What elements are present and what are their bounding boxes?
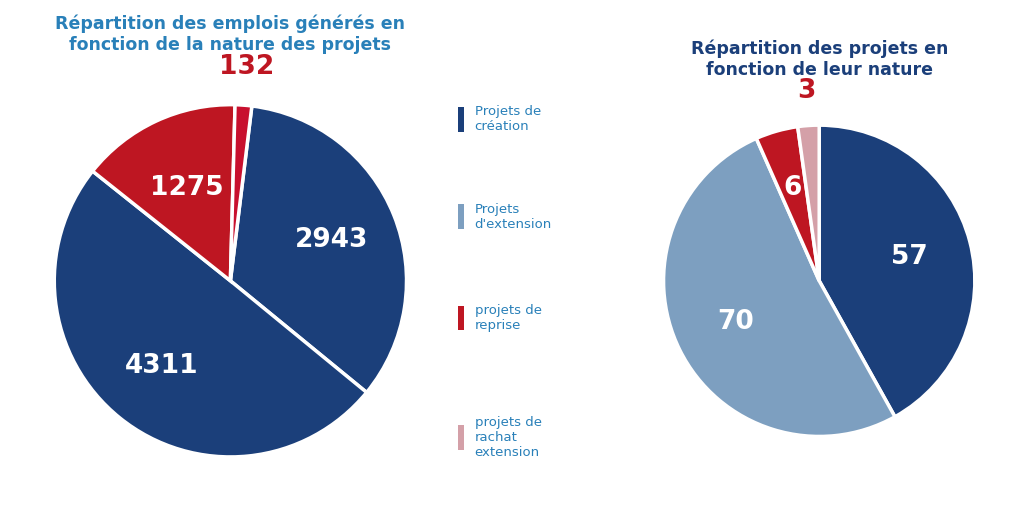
Wedge shape <box>819 125 975 417</box>
Title: Répartition des emplois générés en
fonction de la nature des projets: Répartition des emplois générés en fonct… <box>55 14 406 54</box>
FancyBboxPatch shape <box>458 425 464 450</box>
Text: projets de
rachat
extension: projets de rachat extension <box>475 416 542 459</box>
Wedge shape <box>757 127 819 281</box>
FancyBboxPatch shape <box>458 306 464 331</box>
Wedge shape <box>92 105 236 281</box>
Wedge shape <box>230 105 252 281</box>
Text: 1275: 1275 <box>151 175 224 201</box>
Wedge shape <box>664 138 895 436</box>
Wedge shape <box>798 125 819 281</box>
FancyBboxPatch shape <box>458 204 464 229</box>
Title: Répartition des projets en
fonction de leur nature: Répartition des projets en fonction de l… <box>690 40 948 79</box>
Text: projets de
reprise: projets de reprise <box>475 304 542 332</box>
Wedge shape <box>230 106 407 393</box>
Text: 3: 3 <box>797 79 815 105</box>
FancyBboxPatch shape <box>458 107 464 132</box>
Text: 57: 57 <box>891 244 928 270</box>
Text: Projets
d'extension: Projets d'extension <box>475 203 552 231</box>
Text: 6: 6 <box>783 175 802 201</box>
Wedge shape <box>54 171 367 457</box>
Text: 2943: 2943 <box>295 227 369 253</box>
Text: 132: 132 <box>219 54 274 80</box>
Text: 70: 70 <box>717 309 754 335</box>
Text: 4311: 4311 <box>125 353 199 379</box>
Text: Projets de
création: Projets de création <box>475 106 541 134</box>
